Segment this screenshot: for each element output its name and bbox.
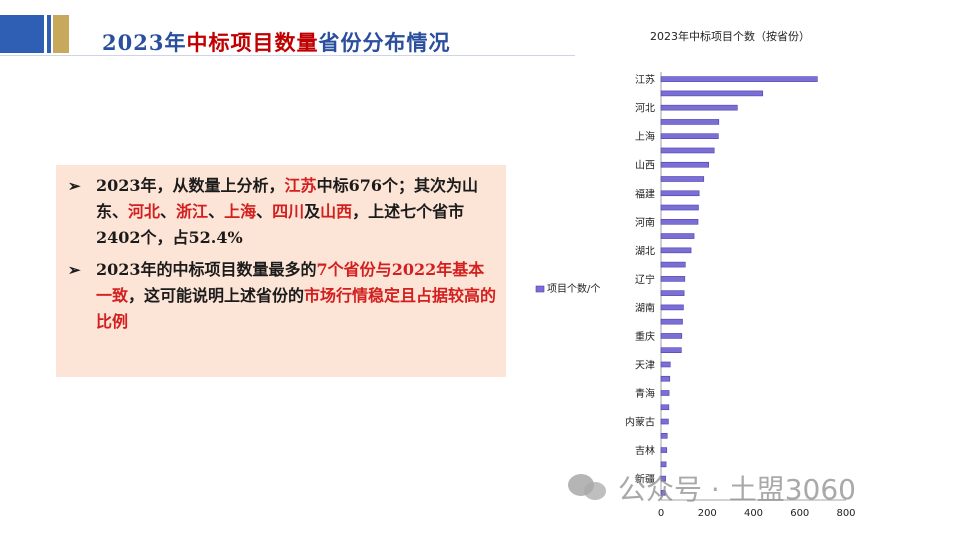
bar — [660, 347, 682, 354]
chart-canvas: 2023年中标项目个数（按省份） 项目个数/个 江苏河北上海山西福建河南湖北辽宁… — [535, 29, 856, 519]
bullet-arrow-icon: ➢ — [68, 177, 81, 195]
analysis-panel: ➢ 2023年，从数量上分析，江苏中标676个；其次为山东、河北、浙江、上海、四川… — [56, 165, 506, 377]
bar — [660, 147, 715, 154]
bar — [660, 276, 686, 282]
y-tick-label: 内蒙古 — [625, 416, 655, 429]
text-segment: 、 — [256, 202, 273, 221]
bar — [660, 233, 695, 239]
text-segment: 中标676个；其次为山东、 — [96, 176, 478, 221]
title-part-3: 省份分布情况 — [318, 30, 451, 55]
bar — [660, 490, 666, 496]
y-tick-label: 新疆 — [635, 473, 655, 486]
header-decor-blue-stripe — [47, 15, 51, 53]
bar — [660, 176, 705, 182]
bar — [660, 119, 720, 125]
x-tick-label: 600 — [790, 508, 809, 519]
y-tick-label: 湖北 — [635, 245, 655, 257]
bar — [660, 418, 669, 425]
bullet-point-2: ➢ 2023年的中标项目数量最多的7个省份与2022年基本一致，这可能说明上述省份… — [66, 257, 498, 335]
y-tick-label: 山西 — [635, 160, 655, 172]
highlight-segment: 2022年基本一致 — [96, 260, 485, 305]
bar — [660, 475, 666, 482]
bullet-point-1: ➢ 2023年，从数量上分析，江苏中标676个；其次为山东、河北、浙江、上海、四川… — [66, 173, 498, 251]
bar — [660, 261, 686, 268]
bar — [660, 161, 709, 168]
header-decor-blue-block — [0, 15, 44, 53]
highlight-segment: 市场行情稳定且占据较高的比例 — [96, 286, 497, 331]
watermark: 公众号 · 土盟3060 — [568, 468, 856, 508]
text-segment: ，这可能说明上述省份的 — [128, 286, 305, 305]
bar — [660, 432, 668, 439]
x-tick-label: 400 — [744, 508, 763, 519]
bar — [660, 76, 818, 82]
y-tick-label: 江苏 — [635, 73, 655, 86]
bar — [660, 104, 738, 111]
x-tick-label: 800 — [836, 508, 855, 519]
bar — [660, 375, 671, 382]
header-decor-gold-block — [53, 15, 69, 53]
bar — [660, 461, 667, 468]
title-part-2: 中标项目数量 — [186, 30, 319, 55]
text-segment: ，上述七个省市2402个，占52.4% — [96, 202, 465, 247]
bar — [660, 133, 719, 139]
bar — [660, 318, 683, 325]
province-bar-chart: 2023年中标项目个数（按省份） 项目个数/个 江苏河北上海山西福建河南湖北辽宁… — [530, 20, 950, 530]
watermark-text: 公众号 · 土盟3060 — [618, 473, 856, 506]
legend-label: 项目个数/个 — [547, 282, 600, 295]
x-tick-label: 200 — [698, 508, 717, 519]
highlight-segment: 上海 — [224, 202, 257, 221]
x-tick-label: 0 — [658, 508, 664, 519]
bar — [660, 404, 670, 411]
y-tick-label: 辽宁 — [635, 273, 655, 286]
highlight-segment: 河北 — [128, 202, 161, 221]
y-tick-label: 湖南 — [635, 301, 655, 314]
y-tick-label: 重庆 — [635, 330, 655, 343]
chart-legend: 项目个数/个 — [535, 282, 600, 295]
bar — [660, 447, 668, 453]
highlight-segment: 山西 — [320, 202, 353, 221]
bar — [660, 390, 670, 396]
text-segment: 、 — [208, 202, 225, 221]
title-part-1: 2023年 — [102, 30, 187, 55]
y-tick-label: 上海 — [635, 130, 655, 143]
bar — [660, 90, 764, 97]
highlight-segment: 7个省份与 — [316, 260, 392, 279]
header-divider — [0, 55, 575, 56]
y-tick-label: 天津 — [635, 359, 655, 371]
text-segment: 2023年的中标项目数量最多的 — [96, 260, 317, 279]
bar — [660, 247, 692, 254]
y-tick-label: 河南 — [635, 216, 655, 229]
bar — [660, 304, 684, 311]
highlight-segment: 四川 — [272, 202, 305, 221]
text-segment: 、 — [160, 202, 177, 221]
wechat-icon — [568, 472, 608, 504]
bar — [660, 190, 700, 197]
bar — [660, 361, 671, 368]
chart-title: 2023年中标项目个数（按省份） — [650, 29, 810, 43]
bar — [660, 333, 683, 339]
y-tick-label: 福建 — [635, 187, 655, 200]
bar — [660, 290, 685, 296]
text-segment: 2023年，从数量上分析， — [96, 176, 285, 195]
text-segment: 及 — [304, 202, 321, 221]
bar — [660, 204, 699, 211]
highlight-segment: 江苏 — [284, 176, 317, 195]
highlight-segment: 浙江 — [176, 202, 209, 221]
bar — [660, 219, 699, 225]
y-tick-label: 吉林 — [635, 444, 655, 457]
y-tick-label: 河北 — [635, 103, 655, 115]
slide-title: 2023年中标项目数量省份分布情况 — [102, 27, 450, 57]
legend-swatch — [535, 285, 545, 293]
bullet-arrow-icon: ➢ — [68, 261, 81, 279]
y-tick-label: 青海 — [635, 387, 655, 400]
